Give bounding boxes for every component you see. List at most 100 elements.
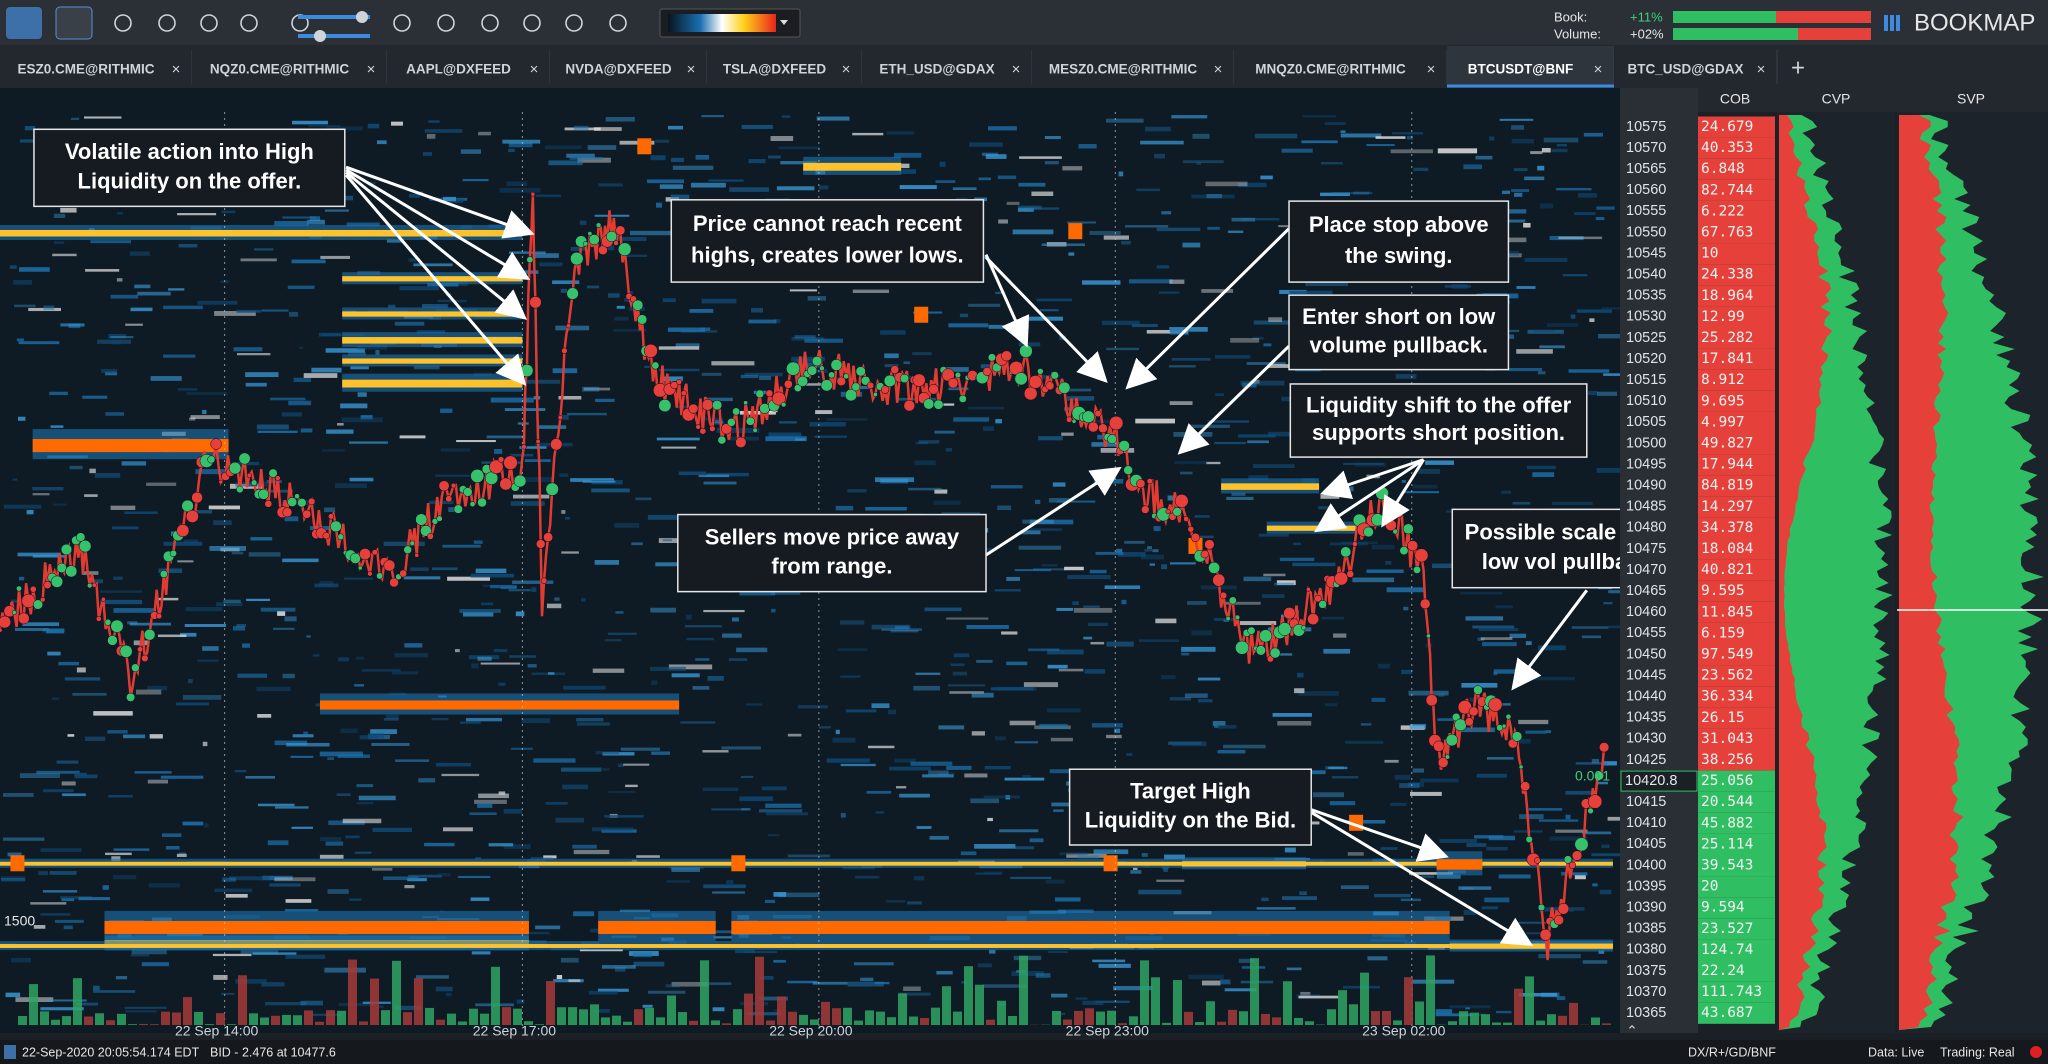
liquidity-noise <box>424 129 463 133</box>
slider-knob[interactable] <box>314 30 326 42</box>
liquidity-noise <box>840 675 861 678</box>
liquidity-noise <box>570 246 586 251</box>
tab[interactable] <box>707 46 862 88</box>
tab-close[interactable]: × <box>172 61 181 78</box>
trade-dot <box>843 373 850 380</box>
tab-close[interactable]: × <box>1214 61 1223 78</box>
liquidity-noise <box>1171 115 1208 119</box>
liquidity-noise <box>840 763 876 767</box>
tab-close[interactable]: × <box>530 61 539 78</box>
liquidity-noise <box>671 981 709 987</box>
liquidity-noise <box>809 422 846 427</box>
tab-close[interactable]: × <box>1427 61 1436 78</box>
new-tab[interactable]: + <box>1791 54 1805 81</box>
liquidity-noise <box>650 607 676 613</box>
tab[interactable] <box>387 46 550 88</box>
tab[interactable] <box>550 46 707 88</box>
trade-dot <box>1571 850 1583 861</box>
hand-tool[interactable] <box>6 7 42 39</box>
liquidity-noise <box>1180 471 1193 475</box>
liquidity-noise <box>289 311 299 317</box>
tool-icon[interactable] <box>437 14 455 32</box>
liquidity-noise <box>53 503 67 506</box>
liquidity-noise <box>1300 991 1311 996</box>
liquidity-noise <box>689 308 714 313</box>
liquidity-noise <box>508 589 531 592</box>
liquidity-noise <box>253 248 274 251</box>
tool-icon[interactable] <box>609 14 627 32</box>
tab-close[interactable]: × <box>1594 61 1603 78</box>
annotation-text: Place stop above <box>1309 212 1489 237</box>
liquidity-noise <box>131 949 167 955</box>
tab[interactable] <box>862 46 1032 88</box>
liquidity-noise <box>252 952 297 955</box>
liquidity-noise <box>1475 155 1493 160</box>
liquidity-noise <box>701 298 737 304</box>
tool-icon[interactable] <box>240 14 258 32</box>
tool-icon[interactable] <box>565 14 583 32</box>
liquidity-noise <box>184 624 226 627</box>
liquidity-noise <box>413 263 453 267</box>
liquidity-noise <box>410 567 429 571</box>
liquidity-noise <box>100 590 143 593</box>
tool-icon[interactable] <box>114 14 132 32</box>
tab-close[interactable]: × <box>367 61 376 78</box>
liquidity-noise <box>1192 535 1214 539</box>
tab-close[interactable]: × <box>842 61 851 78</box>
liquidity-noise <box>46 999 87 1002</box>
volume-bar <box>1283 981 1292 1025</box>
liquidity-noise <box>1059 852 1088 856</box>
cob-value: 49.827 <box>1701 436 1753 452</box>
volume-bar <box>887 1017 896 1025</box>
trade-dot <box>414 552 420 558</box>
liquidity-noise <box>573 125 589 130</box>
volume-bar <box>150 1024 159 1025</box>
active-tab[interactable] <box>1447 46 1614 88</box>
liquidity-noise <box>1169 279 1185 284</box>
collapse-arrow[interactable]: ⌃ <box>1626 1023 1638 1039</box>
tab-close[interactable]: × <box>1757 61 1766 78</box>
tab[interactable] <box>0 46 192 88</box>
liquidity-noise <box>939 161 946 167</box>
tool-icon[interactable] <box>481 14 499 32</box>
tab-close[interactable]: × <box>687 61 696 78</box>
trade-dot <box>1066 416 1073 423</box>
liquidity-noise <box>1345 740 1384 744</box>
liquidity-noise <box>1207 226 1220 230</box>
liquidity-noise <box>248 552 281 557</box>
liquidity-noise <box>853 962 894 966</box>
liquidity-noise <box>990 485 1023 489</box>
center-tool[interactable] <box>55 6 93 40</box>
liquidity-noise <box>1401 479 1406 483</box>
cob-cell <box>1698 749 1775 771</box>
tool-icon[interactable] <box>158 14 176 32</box>
trade-dot <box>521 444 527 450</box>
tool-icon[interactable] <box>393 14 411 32</box>
liquidity-noise <box>1530 151 1543 155</box>
liquidity-noise <box>1161 675 1176 680</box>
liquidity-noise <box>1190 424 1230 428</box>
volume-bar <box>557 1007 566 1025</box>
liquidity-noise <box>1549 236 1584 241</box>
liquidity-noise <box>705 397 733 402</box>
liquidity-noise <box>698 474 730 478</box>
price-label: 10475 <box>1626 541 1666 557</box>
tab[interactable] <box>1234 46 1447 88</box>
tool-icon[interactable] <box>200 14 218 32</box>
slider-knob[interactable] <box>356 11 368 23</box>
liquidity-noise <box>1044 161 1059 165</box>
price-label: 10370 <box>1626 984 1666 1000</box>
liquidity-noise <box>519 446 547 449</box>
tab[interactable] <box>1614 46 1777 88</box>
liquidity-noise <box>16 338 24 342</box>
tool-icon[interactable] <box>523 14 541 32</box>
trade-dot <box>1371 513 1385 527</box>
tab[interactable] <box>1032 46 1234 88</box>
status-trading-mode: Trading: Real <box>1940 1045 2015 1059</box>
trade-dot <box>1425 694 1438 707</box>
tab[interactable] <box>192 46 387 88</box>
liquidity-noise <box>349 477 374 482</box>
tab-close[interactable]: × <box>1012 61 1021 78</box>
liquidity-noise <box>1047 649 1084 655</box>
liquidity-noise <box>1486 757 1514 760</box>
